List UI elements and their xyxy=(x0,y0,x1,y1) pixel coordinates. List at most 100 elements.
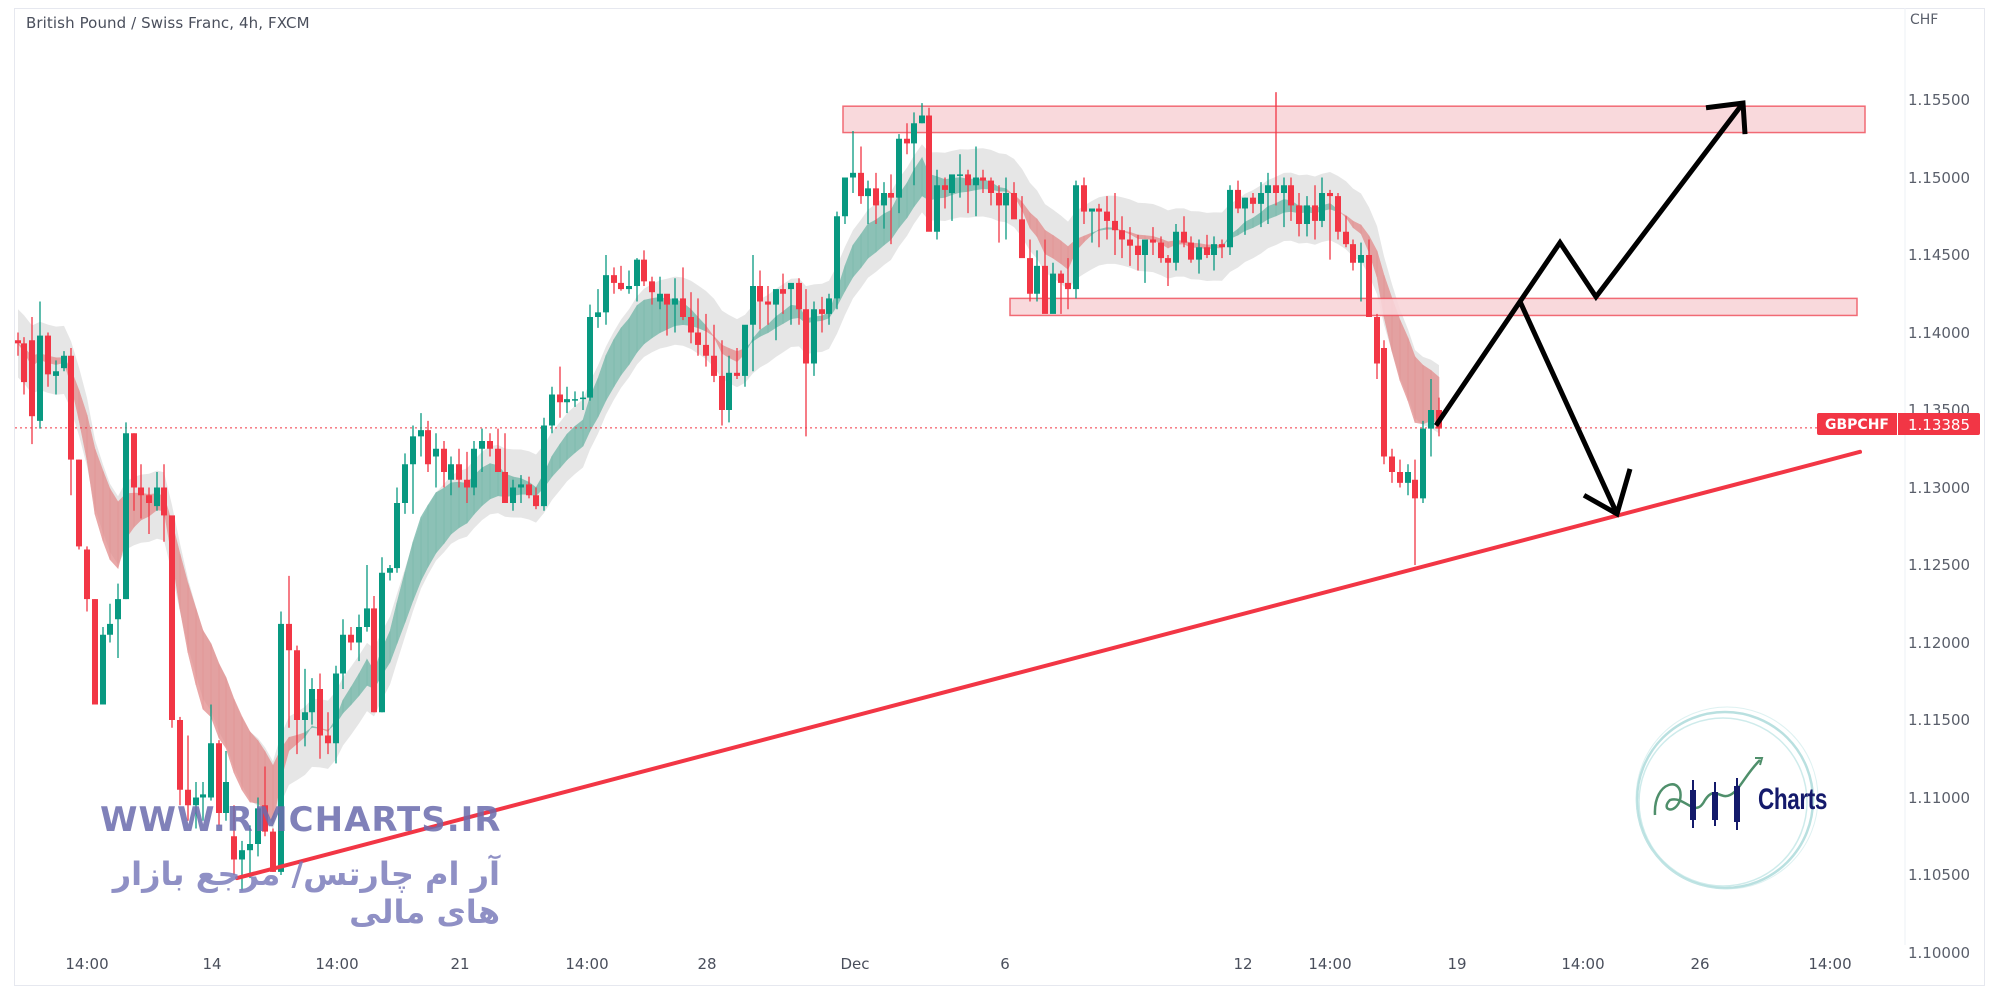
candle-body xyxy=(1350,244,1356,263)
candle-body xyxy=(533,495,539,507)
ma-ribbon-segment xyxy=(450,481,460,535)
candle-body xyxy=(1219,244,1225,248)
candle-body xyxy=(526,484,532,496)
chart-title: British Pound / Swiss Franc, 4h, FXCM xyxy=(26,14,310,32)
candle-body xyxy=(356,627,362,643)
candle-body xyxy=(1104,211,1110,221)
candle-body xyxy=(464,479,470,488)
candle-body xyxy=(216,743,222,813)
candle-body xyxy=(1081,185,1087,212)
candle-body xyxy=(84,549,90,600)
candle-body xyxy=(247,844,253,851)
candle-body xyxy=(672,298,678,305)
ascending-trendline[interactable] xyxy=(235,449,1862,881)
candle-body xyxy=(29,340,35,417)
last-price-tag: GBPCHF 1.13385 xyxy=(1817,413,1981,435)
candle-body xyxy=(858,172,864,197)
bearish-path-arrow[interactable] xyxy=(1517,300,1620,515)
upper-resistance-zone[interactable] xyxy=(842,105,1866,134)
candle-body xyxy=(850,172,856,178)
projection-arrows[interactable] xyxy=(1433,100,1748,518)
ma-ribbon-segment xyxy=(1044,229,1054,259)
candle-body xyxy=(580,397,586,400)
arrowhead-icon xyxy=(1582,468,1633,518)
candle-body xyxy=(348,634,354,643)
candle-body xyxy=(448,464,454,480)
candle-body xyxy=(1405,472,1411,483)
candle-body xyxy=(881,193,887,206)
candle-body xyxy=(803,309,809,364)
ma-ribbon-segment xyxy=(249,730,259,804)
candle-body xyxy=(911,123,917,144)
watermark-persian: آر ام چارتس/ مرجع بازار های مالی xyxy=(112,855,500,931)
candle-body xyxy=(1165,258,1171,263)
bullish-path-arrow[interactable] xyxy=(1433,101,1745,427)
candle-body xyxy=(1312,205,1318,221)
candle-body xyxy=(1304,205,1310,224)
candle-body xyxy=(1327,193,1333,197)
candle-body xyxy=(618,282,624,290)
ma-ribbon-segment xyxy=(643,298,653,345)
ma-ribbon-segment xyxy=(241,716,251,803)
candle-body xyxy=(239,850,245,860)
candle-body xyxy=(333,673,339,744)
candle-body xyxy=(572,399,578,401)
ma-ribbon-segment xyxy=(883,209,892,246)
candle-body xyxy=(549,394,555,426)
candle-body xyxy=(965,174,971,186)
candle-body xyxy=(1420,428,1426,499)
last-price-value: 1.13385 xyxy=(1907,416,1971,434)
ma-ribbon-segment xyxy=(218,663,227,749)
candle-body xyxy=(703,344,709,356)
candle-body xyxy=(309,689,315,713)
price-tick: 1.11500 xyxy=(1908,711,1971,729)
candle-body xyxy=(641,259,647,282)
time-tick: 14:00 xyxy=(315,955,359,973)
candle-body xyxy=(1196,247,1202,260)
candle-body xyxy=(711,355,717,376)
candle-body xyxy=(564,399,570,403)
candle-body xyxy=(1050,273,1056,314)
candle-body xyxy=(1265,185,1271,193)
candle-body xyxy=(1027,258,1033,294)
mid-zone-zone[interactable] xyxy=(1009,297,1858,317)
candle-body xyxy=(138,487,144,496)
ma-ribbon-segment xyxy=(179,553,189,653)
candle-body xyxy=(734,372,740,376)
candle-body xyxy=(255,808,261,844)
candle-body xyxy=(402,464,408,503)
candle-body xyxy=(1258,193,1264,204)
candle-body xyxy=(664,293,670,305)
candle-body xyxy=(1389,456,1395,472)
ma-ribbon-segment xyxy=(867,219,877,259)
time-tick: 14:00 xyxy=(1808,955,1852,973)
candle-body xyxy=(1019,219,1025,259)
symbol-label: GBPCHF xyxy=(1817,413,1898,435)
candle-body xyxy=(92,599,98,705)
candle-body xyxy=(834,216,840,299)
ma-ribbon-segment xyxy=(187,583,197,685)
time-tick: 6 xyxy=(1000,955,1010,973)
price-tick: 1.11000 xyxy=(1908,788,1971,807)
candle-body xyxy=(169,515,175,720)
candle-body xyxy=(719,375,725,410)
candle-body xyxy=(587,317,593,398)
candle-body xyxy=(270,831,276,872)
candle-body xyxy=(1242,197,1248,209)
candle-body xyxy=(278,623,284,872)
candle-body xyxy=(1188,242,1194,260)
candle-body xyxy=(919,115,925,124)
candle-body xyxy=(949,174,955,193)
candle-body xyxy=(193,797,199,806)
candle-body xyxy=(695,332,701,345)
candle-body xyxy=(657,293,663,302)
time-tick: 14:00 xyxy=(1561,955,1605,973)
candle-body xyxy=(518,484,524,488)
candle-body xyxy=(904,138,910,144)
time-tick: 14:00 xyxy=(65,955,109,973)
candle-body xyxy=(1034,265,1040,294)
candle-body xyxy=(873,188,879,206)
candle-body xyxy=(185,789,191,806)
ma-ribbon-bands xyxy=(17,144,1440,830)
